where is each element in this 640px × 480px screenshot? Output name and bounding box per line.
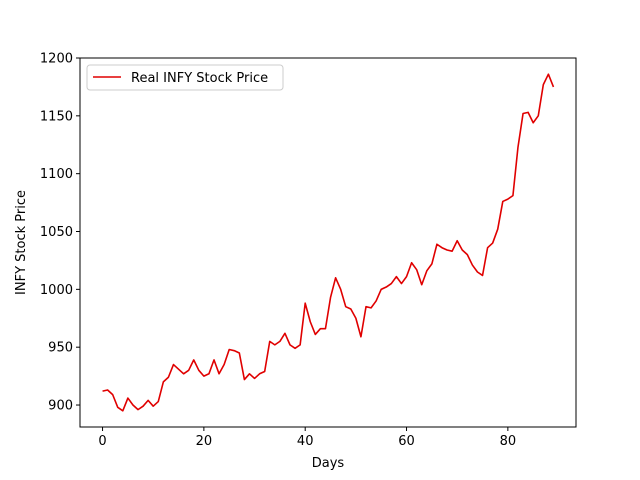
y-tick-label: 1100 [40,167,73,182]
y-tick-label: 1150 [40,109,73,124]
y-axis-label: INFY Stock Price [14,190,29,295]
series-line [102,73,555,412]
y-axis: 900 950 1000 1050 1100 1150 1200 [40,52,80,414]
y-tick-label: 1200 [40,52,73,67]
x-tick-label: 80 [500,434,517,449]
y-tick-label: 950 [48,341,73,356]
y-tick-label: 900 [48,399,73,414]
plot-frame [79,57,577,428]
y-tick-label: 1050 [40,225,73,240]
x-tick-label: 0 [98,434,106,449]
legend-label: Real INFY Stock Price [131,71,268,86]
x-tick-label: 20 [196,434,213,449]
x-tick-label: 40 [297,434,314,449]
legend-box [86,64,284,91]
series-layer [102,73,555,412]
x-tick-label: 60 [398,434,415,449]
x-axis: 0 20 40 60 80 [98,427,516,449]
x-axis-label: Days [312,456,345,471]
plot-area [80,58,576,427]
legend: Real INFY Stock Price [86,64,284,91]
y-tick-label: 1000 [40,283,73,298]
